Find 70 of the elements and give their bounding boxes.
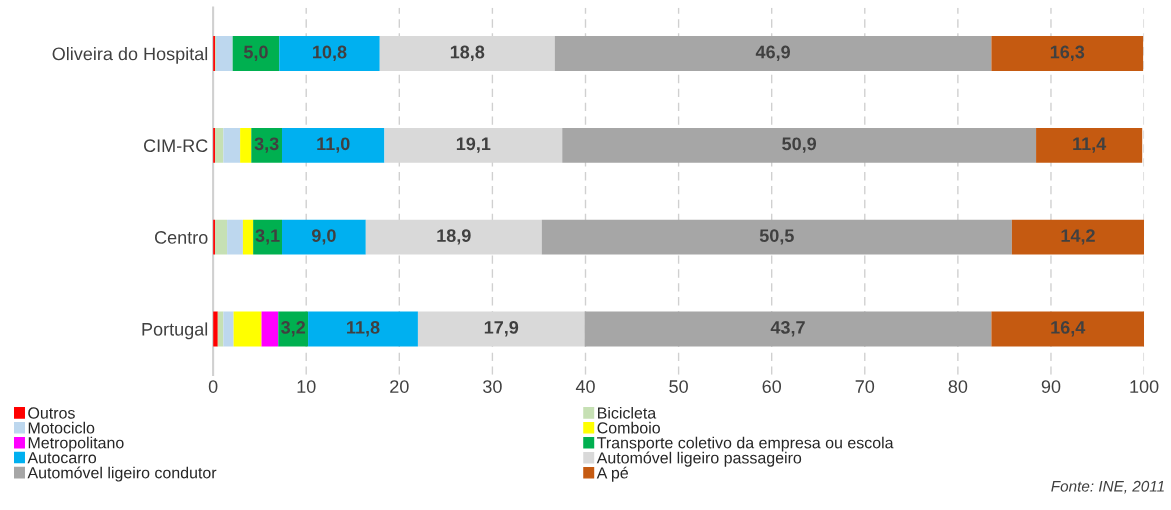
bar	[242, 219, 254, 255]
y-tick-label: Centro	[154, 231, 208, 244]
data-label: 11,4	[1073, 137, 1107, 153]
bar	[279, 36, 380, 71]
bar	[223, 127, 241, 163]
data-label: 11,0	[317, 137, 350, 153]
legend-label: Motociclo	[28, 421, 95, 434]
bar	[223, 311, 234, 347]
bar	[232, 36, 280, 71]
data-label: 18,9	[437, 229, 471, 245]
legend-label: Automóvel ligeiro passageiro	[596, 451, 802, 467]
data-label: 18,8	[450, 45, 485, 62]
y-tick-label: CIM-RC	[143, 139, 208, 153]
x-tick-label: 0	[208, 380, 218, 393]
data-label: 50,9	[782, 137, 817, 153]
data-label: 50,5	[759, 229, 794, 245]
data-label: 46,9	[755, 45, 790, 62]
bar	[1011, 219, 1145, 255]
x-tick-label: 30	[483, 380, 502, 393]
x-tick-label: 10	[297, 380, 316, 393]
bar	[541, 219, 1012, 255]
data-label: 16,4	[1051, 321, 1086, 337]
legend-label: Transporte coletivo da empresa ou escola	[597, 436, 894, 452]
bar	[261, 311, 279, 347]
x-tick-label: 70	[855, 380, 875, 393]
x-tick-label: 50	[669, 380, 688, 393]
legend-label: Automóvel ligeiro condutor	[27, 466, 217, 482]
data-label: 3,3	[254, 137, 279, 153]
bar	[584, 311, 992, 347]
y-tick-label: Portugal	[142, 322, 208, 340]
bar	[214, 127, 224, 163]
legend-label: Metropolitano	[28, 436, 124, 452]
bar	[1036, 127, 1143, 163]
bar	[251, 127, 283, 163]
data-label: 43,7	[770, 321, 805, 337]
bar	[282, 219, 366, 255]
y-tick-label: Oliveira do Hospital	[52, 47, 208, 64]
data-label: 10,8	[313, 45, 347, 62]
data-label: 3,1	[255, 229, 280, 245]
legend-label: Bicicleta	[598, 406, 657, 419]
x-tick-label: 100	[1130, 380, 1159, 393]
x-tick-label: 90	[1041, 380, 1061, 393]
bar	[991, 36, 1144, 71]
bar	[233, 311, 262, 347]
data-label: 16,3	[1050, 45, 1085, 62]
bar	[215, 36, 233, 71]
x-tick-label: 60	[762, 380, 782, 393]
bar	[214, 219, 228, 255]
legend-label: Outros	[28, 407, 75, 419]
data-label: 17,9	[484, 321, 519, 337]
bar	[282, 127, 385, 163]
data-label: 3,2	[281, 321, 306, 337]
bar	[562, 127, 1037, 163]
bar	[240, 127, 252, 163]
x-tick-label: 80	[948, 380, 968, 393]
legend-label: Comboio	[597, 421, 660, 434]
bar	[227, 219, 243, 255]
legend-label: Autocarro	[27, 452, 97, 464]
x-tick-label: 20	[390, 380, 409, 393]
data-label: 5,0	[243, 45, 268, 62]
data-label: 19,1	[456, 137, 491, 153]
legend-label: A pé	[596, 466, 628, 482]
data-label: 9,0	[311, 229, 336, 245]
data-label: 11,8	[347, 321, 380, 337]
bar	[991, 311, 1145, 347]
data-label: 14,2	[1061, 229, 1095, 245]
bar	[308, 311, 418, 347]
bar	[554, 36, 992, 71]
x-tick-label: 40	[575, 380, 595, 393]
source-note: Fonte: INE, 2011	[1051, 480, 1164, 494]
